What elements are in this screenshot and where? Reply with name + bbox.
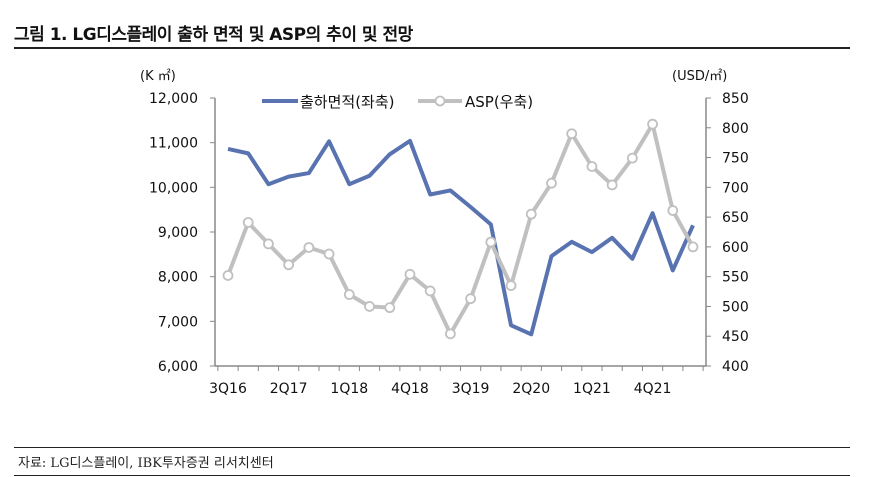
asp-point xyxy=(505,280,517,292)
series-line-asp xyxy=(226,122,695,336)
series-line-shipment-area xyxy=(227,138,695,337)
asp-point xyxy=(626,152,638,164)
asp-point xyxy=(343,289,355,300)
x-axis-tick-label: 4Q18 xyxy=(391,381,429,397)
asp-point xyxy=(384,302,396,314)
right-axis-tick-label: 800 xyxy=(722,121,749,137)
asp-point xyxy=(566,128,578,140)
asp-point xyxy=(606,179,618,191)
legend-marker-asp xyxy=(434,95,446,107)
left-axis-unit: (K ㎡) xyxy=(140,69,176,84)
left-axis-tick-label: 9,000 xyxy=(158,225,198,241)
asp-point xyxy=(323,248,335,260)
asp-point xyxy=(586,161,598,172)
source-divider-bottom xyxy=(14,475,850,476)
right-axis-tick-label: 700 xyxy=(722,180,749,196)
asp-point xyxy=(263,238,274,250)
asp-point xyxy=(667,205,679,216)
right-axis-tick-label: 600 xyxy=(722,240,749,256)
asp-point xyxy=(444,328,456,340)
right-axis-tick-label: 850 xyxy=(722,91,749,107)
right-axis-unit: (USD/㎡) xyxy=(672,69,727,84)
asp-point xyxy=(424,285,436,297)
x-axis-tick-label: 3Q16 xyxy=(209,381,247,397)
x-axis-tick-label: 1Q18 xyxy=(330,381,368,397)
right-axis-tick-label: 650 xyxy=(722,210,749,226)
asp-point xyxy=(465,293,477,305)
asp-point xyxy=(242,217,254,228)
left-axis-tick-label: 10,000 xyxy=(149,180,198,196)
right-axis-tick-label: 550 xyxy=(722,270,749,286)
asp-point xyxy=(687,241,699,253)
x-axis-tick-label: 2Q20 xyxy=(512,381,550,397)
left-axis-tick-label: 7,000 xyxy=(158,314,198,330)
left-axis-tick-label: 6,000 xyxy=(158,359,198,375)
asp-point xyxy=(364,301,375,312)
right-axis-tick-label: 750 xyxy=(722,151,749,167)
asp-point xyxy=(303,242,315,253)
legend-label-shipment-area: 출하면적(좌축) xyxy=(300,93,395,111)
asp-point xyxy=(283,259,295,271)
left-axis-tick-label: 11,000 xyxy=(149,136,198,152)
left-axis-tick-label: 8,000 xyxy=(158,270,198,286)
left-axis-tick-label: 12,000 xyxy=(149,91,198,107)
x-axis-tick-label: 4Q21 xyxy=(634,381,672,397)
asp-point xyxy=(647,118,658,130)
right-axis-tick-label: 400 xyxy=(722,359,749,375)
asp-point xyxy=(546,177,557,189)
right-axis-tick-label: 500 xyxy=(722,299,749,315)
asp-point xyxy=(525,208,537,220)
right-axis-tick-label: 450 xyxy=(722,329,749,345)
source-note: 자료: LG디스플레이, IBK투자증권 리서치센터 xyxy=(18,456,274,471)
legend-label-asp: ASP(우축) xyxy=(465,93,533,111)
asp-point xyxy=(485,236,497,248)
title-divider xyxy=(14,47,850,49)
asp-point xyxy=(404,268,416,280)
x-axis-tick-label: 3Q19 xyxy=(452,381,490,397)
asp-point xyxy=(222,270,234,281)
x-axis-tick-label: 1Q21 xyxy=(573,381,611,397)
source-divider-top xyxy=(14,447,850,448)
x-axis-tick-label: 2Q17 xyxy=(270,381,308,397)
figure-title: 그림 1. LG디스플레이 출하 면적 및 ASP의 추이 및 전망 xyxy=(14,25,413,45)
